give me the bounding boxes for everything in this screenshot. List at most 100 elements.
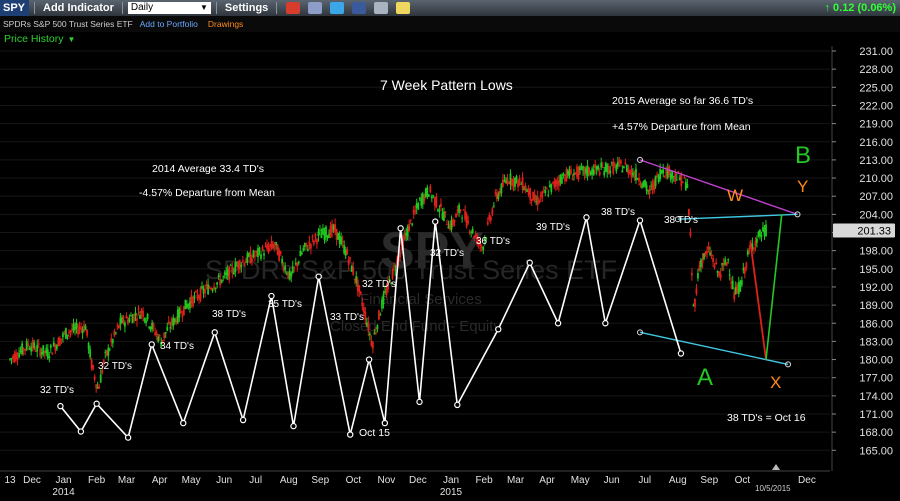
candlestick (381, 299, 383, 309)
price-change: ↑ 0.12 (0.06%) (824, 0, 896, 16)
candlestick (33, 342, 36, 348)
candlestick (488, 215, 491, 220)
candlestick (556, 181, 559, 184)
candlestick (30, 346, 33, 352)
candlestick (399, 252, 401, 258)
pattern-point (148, 341, 155, 348)
cycle-label: 33 TD's (330, 312, 364, 323)
trend-line-handle (637, 156, 643, 163)
candlestick (440, 203, 442, 207)
wave-label-b: B (795, 142, 811, 169)
candlestick (653, 180, 656, 191)
price-history-panel-label[interactable]: Price History ▼ (0, 32, 75, 46)
price-tick-label: 186.00 (859, 318, 893, 330)
candlestick (99, 374, 102, 383)
candlestick (257, 248, 259, 258)
candlestick (453, 219, 456, 223)
candlestick (497, 194, 500, 199)
pattern-point (124, 434, 132, 441)
candlestick (84, 325, 87, 331)
candlestick (140, 309, 143, 314)
candlestick (143, 318, 146, 322)
candlestick (588, 167, 590, 175)
candlestick (438, 210, 441, 212)
candlestick (252, 250, 255, 258)
add-indicator-button[interactable]: Add Indicator (43, 2, 114, 14)
candlestick (108, 349, 111, 351)
candlestick (641, 185, 643, 188)
candlestick (535, 201, 538, 203)
candlestick (278, 250, 281, 261)
candlestick (436, 209, 439, 212)
date-axis-month: Jul (638, 475, 651, 486)
candlestick (675, 179, 678, 181)
candlestick (447, 226, 450, 229)
candlestick (181, 315, 184, 317)
candlestick (505, 180, 507, 183)
candlestick (12, 355, 14, 359)
candlestick (247, 253, 250, 257)
candlestick (96, 387, 99, 389)
pattern-point (677, 350, 685, 357)
chevron-down-icon: ▼ (67, 35, 76, 44)
candlestick (95, 384, 98, 389)
candlestick (461, 217, 463, 219)
interval-select[interactable]: Daily ▼ (127, 2, 211, 14)
wave-label-a: A (697, 364, 713, 391)
candlestick (48, 356, 51, 359)
candlestick (205, 284, 208, 286)
candlestick (178, 308, 181, 318)
cycle-label: 32 TD's (40, 385, 74, 396)
candlestick (264, 246, 267, 248)
settings-button[interactable]: Settings (224, 2, 269, 14)
twitter-icon[interactable] (330, 2, 345, 14)
candlestick (190, 295, 193, 304)
candlestick (15, 352, 17, 360)
candlestick (701, 259, 704, 264)
candlestick (282, 266, 285, 270)
candlestick (733, 292, 736, 300)
candlestick (680, 173, 683, 187)
candlestick (582, 166, 584, 171)
candlestick (238, 260, 241, 270)
candlestick (613, 163, 616, 165)
add-to-portfolio-link[interactable]: Add to Portfolio (139, 19, 198, 29)
candlestick (657, 175, 660, 183)
candlestick (700, 259, 702, 268)
candlestick (272, 243, 274, 249)
candlestick (163, 332, 166, 338)
candlestick (201, 286, 203, 289)
candlestick (677, 171, 680, 174)
candlestick (485, 237, 488, 239)
candlestick (71, 328, 73, 331)
wave-y-line (765, 214, 783, 360)
candlestick (573, 173, 575, 176)
alarm-clock-icon[interactable] (286, 2, 301, 14)
candlestick (187, 303, 190, 307)
candlestick (523, 188, 525, 190)
last-price-tag (833, 223, 895, 238)
interval-value: Daily (130, 2, 154, 13)
share-icon[interactable] (374, 2, 389, 14)
candlestick (464, 210, 467, 220)
note-icon[interactable] (396, 2, 411, 14)
candlestick (411, 223, 414, 225)
price-tick-label: 183.00 (859, 336, 893, 348)
watermark-sector: Financial Services (360, 291, 482, 308)
drawings-link[interactable]: Drawings (207, 19, 244, 29)
pattern-point (211, 329, 218, 336)
copy-icon[interactable] (308, 2, 323, 14)
date-axis-background (0, 471, 900, 501)
facebook-icon[interactable] (352, 2, 367, 14)
candlestick (458, 204, 460, 213)
candlestick (335, 228, 338, 240)
symbol-field[interactable]: SPY (0, 0, 29, 16)
candlestick (391, 268, 394, 279)
candlestick (474, 234, 477, 237)
candlestick (734, 287, 737, 295)
candlestick (251, 258, 253, 263)
price-tick-label: 219.00 (859, 119, 893, 131)
candlestick (443, 211, 445, 221)
candlestick (648, 188, 651, 195)
